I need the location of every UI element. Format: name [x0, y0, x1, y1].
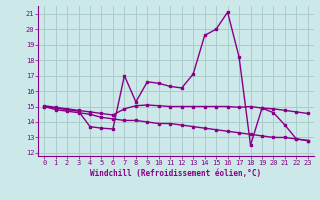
X-axis label: Windchill (Refroidissement éolien,°C): Windchill (Refroidissement éolien,°C) — [91, 169, 261, 178]
